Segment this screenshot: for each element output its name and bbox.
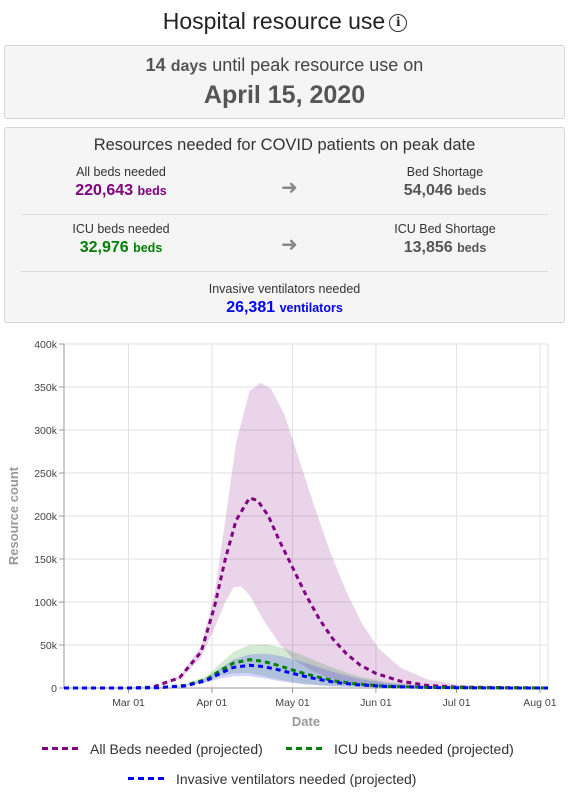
info-circle-icon[interactable]: i <box>389 14 408 32</box>
bed-shortage-unit: beds <box>457 184 487 198</box>
legend-swatch-ventilators <box>128 777 164 780</box>
ventilators-series-line <box>64 663 549 690</box>
page-title: Hospital resource use i <box>0 8 570 35</box>
legend-label-icu-beds: ICU beds needed (projected) <box>334 741 514 757</box>
icu-beds-value-line: 32,976 beds <box>21 239 221 257</box>
icu-shortage-unit: beds <box>457 241 487 255</box>
icu-beds-uncertainty-band <box>64 644 548 688</box>
y-tick-label: 50k <box>40 640 58 652</box>
y-tick-label: 0 <box>51 683 57 695</box>
all-beds-value-line: 220,643 beds <box>21 182 221 200</box>
ventilators-value: 26,381 <box>226 299 276 316</box>
x-tick-label: Aug 01 <box>523 697 556 709</box>
icu-shortage-stat: ICU Bed Shortage 13,856 beds <box>345 222 545 257</box>
ventilators-label: Invasive ventilators needed <box>208 282 361 296</box>
resources-title: Resources needed for COVID patients on p… <box>93 136 476 154</box>
legend-swatch-icu-beds <box>286 747 322 750</box>
arrow-right-icon: ➜ <box>281 177 298 199</box>
legend-swatch-all-beds <box>42 747 78 750</box>
beds-row: All beds needed 220,643 beds ➜ Bed Short… <box>5 165 564 213</box>
icu-shortage-value: 13,856 <box>403 239 453 256</box>
icu-beds-unit: beds <box>133 241 163 255</box>
bed-shortage-value: 54,046 <box>403 182 453 199</box>
legend-item-ventilators[interactable]: Invasive ventilators needed (projected) <box>128 771 416 787</box>
y-tick-label: 100k <box>34 597 58 609</box>
x-tick-label: Jul 01 <box>443 697 471 709</box>
all-beds-uncertainty-band <box>64 382 548 688</box>
peak-line-text: until peak resource use on <box>212 55 424 75</box>
legend-item-all-beds[interactable]: All Beds needed (projected) <box>42 741 263 757</box>
resource-chart: 0 50k 100k 150k 200k 250k 300k 350k 400k Mar 01 Ap… <box>6 339 557 729</box>
all-beds-value: 220,643 <box>75 182 134 199</box>
y-tick-label: 400k <box>34 339 58 351</box>
y-tick-label: 200k <box>34 511 58 523</box>
peak-days-unit: days <box>170 58 208 75</box>
bed-shortage-label: Bed Shortage <box>406 165 484 179</box>
ventilators-stat: Invasive ventilators needed 26,381 venti… <box>5 282 564 317</box>
y-tick-label: 300k <box>34 425 58 437</box>
icu-beds-value: 32,976 <box>79 239 129 256</box>
legend-label-all-beds: All Beds needed (projected) <box>90 741 263 757</box>
bed-shortage-value-line: 54,046 beds <box>345 182 545 200</box>
y-axis-label: Resource count <box>6 466 21 565</box>
y-tick-label: 350k <box>34 382 58 394</box>
icu-shortage-value-line: 13,856 beds <box>345 239 545 257</box>
x-tick-label: Jun 01 <box>360 697 392 709</box>
icu-row: ICU beds needed 32,976 beds ➜ ICU Bed Sh… <box>5 222 564 270</box>
icu-shortage-label: ICU Bed Shortage <box>394 222 496 236</box>
y-tick-label: 150k <box>34 554 58 566</box>
divider <box>21 271 548 272</box>
page-title-text: Hospital resource use <box>162 8 386 34</box>
divider <box>21 214 548 215</box>
y-tick-label: 250k <box>34 468 58 480</box>
x-tick-label: Apr 01 <box>196 697 227 709</box>
bed-shortage-stat: Bed Shortage 54,046 beds <box>345 165 545 200</box>
ventilators-value-line: 26,381 ventilators <box>5 299 564 317</box>
all-beds-label: All beds needed <box>76 165 166 179</box>
x-tick-label: Mar 01 <box>112 697 145 709</box>
ventilators-unit: ventilators <box>279 301 343 315</box>
peak-summary-card: 14 days until peak resource use on April… <box>4 45 565 119</box>
all-beds-series-line <box>64 496 549 690</box>
peak-countdown: 14 days until peak resource use on <box>5 55 564 76</box>
ventilators-uncertainty-band <box>64 653 548 688</box>
legend-label-ventilators: Invasive ventilators needed (projected) <box>176 771 417 787</box>
legend-item-icu-beds[interactable]: ICU beds needed (projected) <box>286 741 514 757</box>
all-beds-unit: beds <box>137 184 167 198</box>
peak-days-number: 14 <box>145 55 166 75</box>
x-tick-label: May 01 <box>275 697 310 709</box>
peak-date: April 15, 2020 <box>203 81 366 109</box>
icu-beds-label: ICU beds needed <box>72 222 170 236</box>
all-beds-stat: All beds needed 220,643 beds <box>21 165 221 200</box>
x-axis-label: Date <box>292 714 320 729</box>
resources-card: Resources needed for COVID patients on p… <box>4 127 565 323</box>
icu-beds-stat: ICU beds needed 32,976 beds <box>21 222 221 257</box>
arrow-right-icon: ➜ <box>281 234 298 256</box>
